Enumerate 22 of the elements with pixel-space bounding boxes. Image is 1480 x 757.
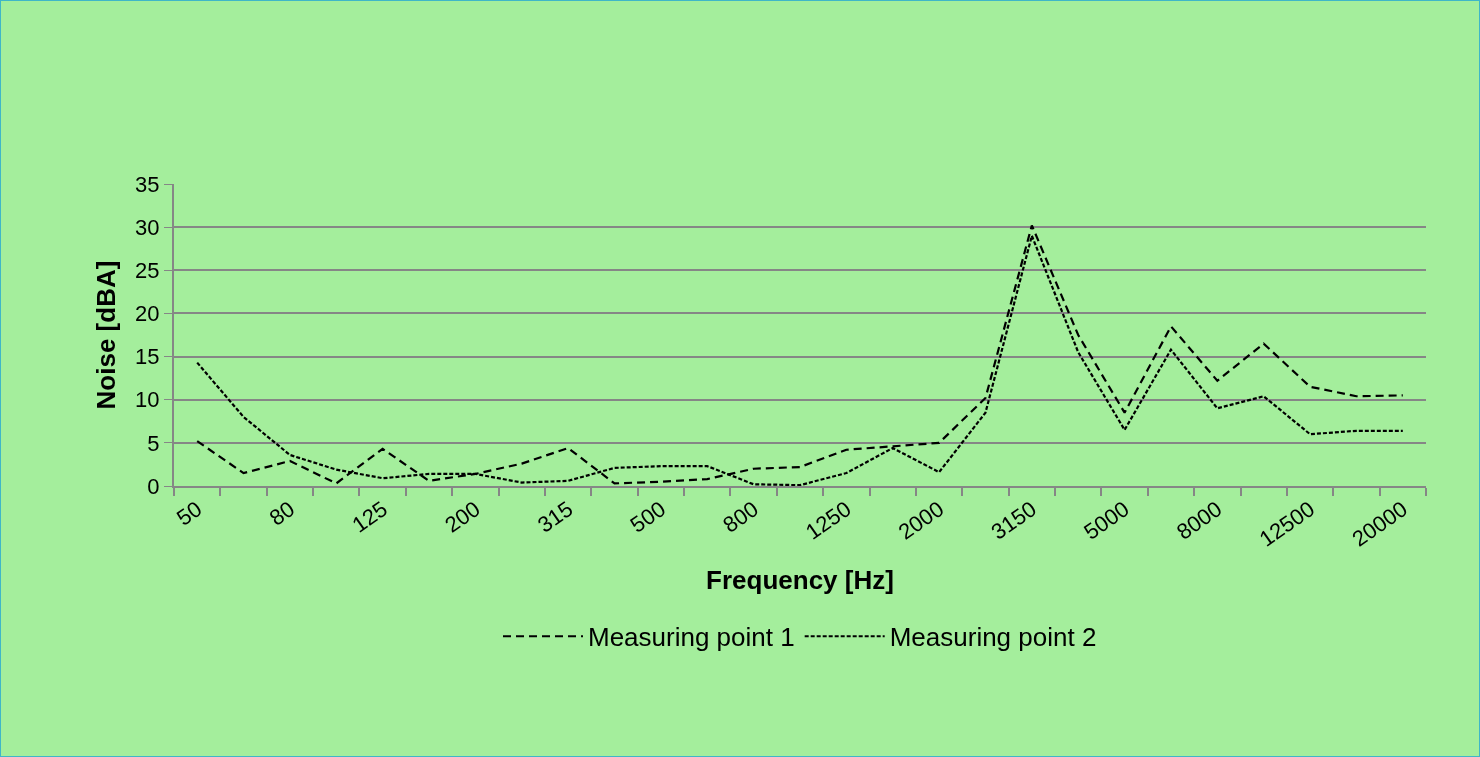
y-tick-label: 35 [135, 171, 160, 197]
x-tick-label: 5000 [1079, 496, 1134, 545]
legend-label: Measuring point 1 [588, 622, 795, 653]
x-tick-label: 800 [718, 496, 763, 538]
y-tick-label: 15 [135, 344, 160, 370]
y-tick-label: 5 [147, 430, 160, 456]
y-tick-label: 30 [135, 214, 160, 240]
x-tick-label: 200 [440, 496, 485, 538]
x-tick-label: 315 [532, 496, 578, 538]
x-tick-label: 125 [347, 496, 392, 538]
x-tick-label: 500 [625, 496, 671, 538]
x-tick-label: 80 [264, 496, 300, 531]
x-tick-label: 3150 [986, 496, 1042, 545]
y-tick-label: 0 [147, 473, 160, 499]
y-tick-label: 20 [135, 301, 160, 327]
x-tick-label: 8000 [1172, 496, 1227, 545]
legend-label: Measuring point 2 [889, 622, 1097, 653]
y-tick-label: 10 [135, 387, 160, 413]
y-axis-title: Noise [dBA] [91, 260, 122, 410]
x-axis-title: Frequency [Hz] [706, 564, 894, 595]
y-tick-label: 25 [135, 257, 160, 283]
x-tick-label: 50 [171, 496, 207, 531]
